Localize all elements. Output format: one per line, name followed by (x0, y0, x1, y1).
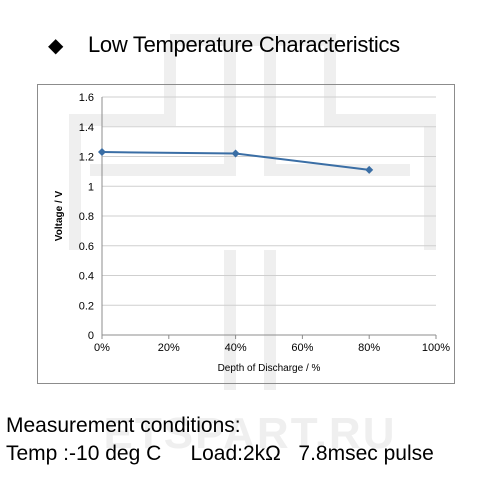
x-tick-labels: 0% 20% 40% 60% 80% 100% (94, 342, 450, 354)
data-point (231, 149, 240, 158)
load-condition: Load:2kΩ (190, 442, 281, 465)
y-tick-label: 0 (88, 330, 94, 342)
y-tick-labels: 0 0.2 0.4 0.6 0.8 1 1.2 1.4 1.6 (79, 92, 94, 342)
x-tick-label: 0% (94, 342, 110, 354)
x-tick-label: 20% (158, 342, 180, 354)
y-tick-label: 0.6 (79, 241, 94, 253)
chart-frame: 0 0.2 0.4 0.6 0.8 1 1.2 1.4 1.6 0% 20% 40% 60% 80% 10… (37, 84, 455, 384)
conditions-heading: Measurement conditions: (6, 414, 241, 437)
data-point (98, 148, 106, 157)
y-tick-label: 0.8 (79, 211, 94, 223)
y-tick-label: 1.4 (79, 122, 94, 134)
data-point (365, 165, 374, 174)
y-tick-label: 1.2 (79, 152, 94, 164)
x-axis-label: Depth of Discharge / % (218, 363, 321, 374)
temp-condition: Temp :-10 deg C (6, 442, 162, 465)
x-tick-label: 100% (422, 342, 450, 354)
x-tick-label: 80% (358, 342, 380, 354)
data-series (98, 148, 374, 174)
chart-title: Low Temperature Characteristics (88, 32, 400, 57)
title-row: ◆ Low Temperature Characteristics (48, 30, 400, 60)
y-tick-label: 0.4 (79, 271, 94, 283)
x-tick-label: 60% (291, 342, 313, 354)
x-tick-label: 40% (225, 342, 247, 354)
y-tick-label: 1.6 (79, 92, 94, 104)
gridlines (101, 96, 437, 339)
pulse-condition: 7.8msec pulse (298, 442, 434, 465)
y-axis-label: Voltage / V (54, 190, 65, 241)
y-tick-label: 1 (88, 181, 94, 193)
y-tick-label: 0.2 (79, 300, 94, 312)
conditions-line: Temp :-10 deg C Load:2kΩ 7.8msec pulse (6, 440, 434, 468)
line-chart: 0 0.2 0.4 0.6 0.8 1 1.2 1.4 1.6 0% 20% 40% 60% 80% 10… (54, 92, 450, 374)
diamond-bullet-icon: ◆ (48, 33, 64, 57)
measurement-conditions: Measurement conditions: Temp :-10 deg C … (6, 412, 434, 468)
